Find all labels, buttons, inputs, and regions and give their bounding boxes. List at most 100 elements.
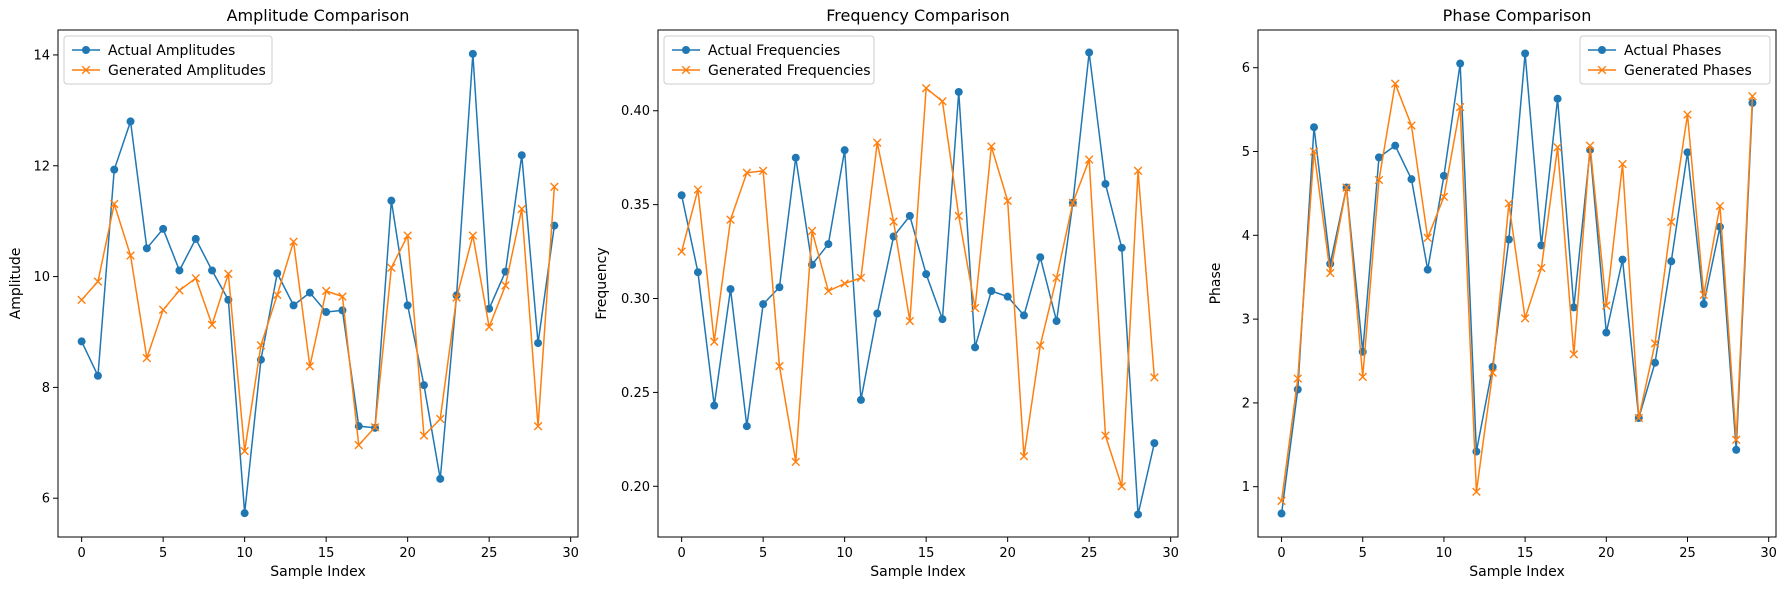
data-point: [485, 304, 494, 313]
data-point: [1085, 48, 1094, 57]
data-point: [77, 295, 86, 305]
data-point: [1618, 255, 1627, 264]
data-point: [1553, 143, 1562, 152]
data-point: [742, 422, 751, 431]
legend-marker: [682, 46, 690, 54]
data-point: [435, 414, 445, 424]
data-point: [1666, 217, 1676, 227]
series-2: [1277, 79, 1757, 506]
data-point: [758, 166, 768, 176]
data-point: [873, 309, 882, 318]
data-point: [1391, 141, 1400, 150]
data-point: [109, 199, 119, 209]
data-point: [709, 337, 719, 347]
data-point: [273, 269, 282, 278]
data-point: [905, 211, 914, 220]
legend: Actual Amplitudes Generated Amplitudes: [63, 35, 273, 85]
data-point: [387, 196, 396, 205]
data-point: [1293, 374, 1303, 383]
legend-label: Actual Phases: [1624, 43, 1721, 59]
data-point: [1732, 445, 1741, 454]
data-point: [1683, 148, 1692, 157]
data-point: [938, 315, 947, 324]
data-point: [1650, 339, 1660, 348]
legend-label: Generated Frequencies: [708, 63, 871, 79]
data-point: [1084, 155, 1094, 164]
chart-title: Frequency Comparison: [826, 6, 1010, 25]
data-point: [1634, 413, 1644, 423]
legend-box: [663, 35, 875, 85]
legend-marker: [81, 65, 91, 75]
data-point: [208, 266, 217, 275]
data-point: [142, 244, 151, 253]
x-tick-label: 5: [159, 546, 167, 561]
data-point: [126, 117, 135, 126]
data-point: [840, 279, 849, 288]
data-point: [954, 87, 963, 96]
series-2: [77, 182, 559, 456]
data-point: [1309, 147, 1319, 156]
data-point: [452, 293, 461, 302]
x-tick-label: 5: [759, 546, 767, 561]
data-point: [1019, 451, 1029, 461]
data-point: [1618, 159, 1627, 169]
data-point: [726, 215, 735, 224]
data-point: [1117, 482, 1127, 491]
data-point: [987, 287, 996, 296]
data-point: [1602, 328, 1611, 337]
x-tick-label: 25: [1081, 546, 1098, 561]
y-tick-label: 0.25: [621, 386, 650, 401]
data-point: [1715, 201, 1725, 211]
series-line: [680, 51, 1156, 516]
x-axis-label: Sample Index: [1469, 564, 1564, 580]
x-tick-label: 0: [77, 546, 85, 561]
data-point: [419, 431, 429, 440]
data-point: [1068, 198, 1078, 208]
data-point: [1521, 49, 1530, 58]
data-point: [338, 306, 347, 315]
data-point: [1133, 166, 1143, 176]
series-line: [1280, 52, 1754, 514]
data-point: [1537, 241, 1546, 250]
series-1: [77, 49, 559, 518]
data-point: [856, 273, 866, 283]
data-point: [1667, 257, 1676, 266]
data-point: [272, 290, 282, 300]
data-point: [322, 308, 331, 317]
data-point: [468, 49, 477, 58]
data-point: [1488, 368, 1497, 378]
data-point: [1003, 292, 1012, 301]
data-point: [403, 231, 412, 240]
y-tick-label: 0.35: [621, 198, 650, 213]
data-point: [1293, 385, 1302, 394]
data-point: [1150, 373, 1159, 382]
y-tick-label: 5: [1242, 145, 1250, 160]
data-point: [775, 361, 784, 371]
data-point: [889, 217, 898, 226]
data-point: [856, 395, 865, 404]
data-point: [1035, 341, 1045, 350]
legend-marker: [1598, 46, 1606, 54]
legend-label: Generated Amplitudes: [108, 63, 266, 79]
data-point: [1731, 435, 1741, 445]
data-point: [1134, 510, 1143, 519]
data-point: [1472, 487, 1481, 497]
data-point: [142, 353, 152, 363]
data-point: [954, 211, 964, 221]
data-point: [175, 286, 184, 295]
data-point: [517, 204, 527, 214]
axes-frame: [1257, 29, 1777, 538]
x-tick-label: 0: [1277, 546, 1285, 561]
data-point: [840, 146, 849, 155]
chart-panel-1: Amplitude Comparison 0 5 10 15 20 25 30 6 8 10 12 14…: [8, 6, 579, 580]
chart-title: Phase Comparison: [1443, 6, 1592, 25]
legend-marker: [681, 65, 691, 75]
data-point: [240, 446, 249, 456]
data-point: [1455, 102, 1465, 112]
data-point: [693, 268, 702, 277]
series-1: [1277, 49, 1757, 518]
x-tick-label: 15: [1517, 546, 1534, 561]
data-point: [1699, 290, 1709, 300]
x-tick-label: 15: [318, 546, 335, 561]
data-point: [77, 337, 86, 346]
